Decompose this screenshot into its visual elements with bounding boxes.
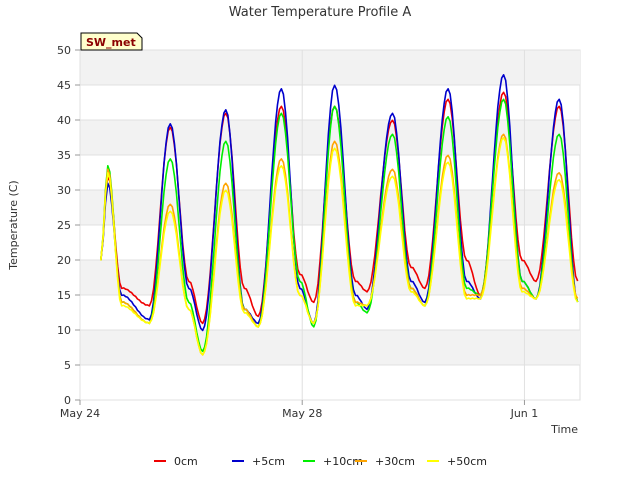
y-tick-label: 30 [57, 184, 71, 197]
y-tick-label: 25 [57, 219, 71, 232]
series-line-10cm [100, 98, 579, 353]
chart-title: Water Temperature Profile A [229, 5, 412, 20]
x-tick-label: May 28 [282, 407, 322, 420]
y-tick-label: 10 [57, 324, 71, 337]
x-axis-title: Time [550, 423, 578, 436]
x-axis-ticks: May 24 May 28 Jun 1 [60, 400, 538, 420]
site-label: SW_met [86, 36, 136, 49]
y-tick-label: 40 [57, 114, 71, 127]
y-axis-ticks: 0 5 10 15 20 25 30 35 40 45 50 [57, 44, 80, 407]
x-tick-label: Jun 1 [510, 407, 539, 420]
y-tick-label: 45 [57, 79, 71, 92]
legend-label: +30cm [375, 455, 415, 468]
y-tick-label: 20 [57, 254, 71, 267]
y-tick-label: 0 [64, 394, 71, 407]
legend-label: +10cm [323, 455, 363, 468]
x-tick-label: May 24 [60, 407, 100, 420]
series-lines [100, 74, 579, 356]
grid-lines [79, 49, 580, 401]
plot-band [80, 260, 580, 295]
series-line-5cm [100, 74, 579, 332]
legend-label: +5cm [252, 455, 285, 468]
legend: 0cm +5cm +10cm +30cm +50cm [154, 455, 487, 468]
y-tick-label: 5 [64, 359, 71, 372]
site-label-box: SW_met [80, 32, 143, 51]
y-tick-label: 15 [57, 289, 71, 302]
site-label-shape [80, 32, 143, 51]
plot-band [80, 190, 580, 225]
legend-label: 0cm [174, 455, 198, 468]
y-tick-label: 50 [57, 44, 71, 57]
legend-label: +50cm [447, 455, 487, 468]
plot-band [80, 330, 580, 365]
plot-band [80, 50, 580, 85]
y-axis-title: Temperature (C) [7, 180, 20, 270]
y-tick-label: 35 [57, 149, 71, 162]
series-line-50cm [100, 137, 579, 356]
